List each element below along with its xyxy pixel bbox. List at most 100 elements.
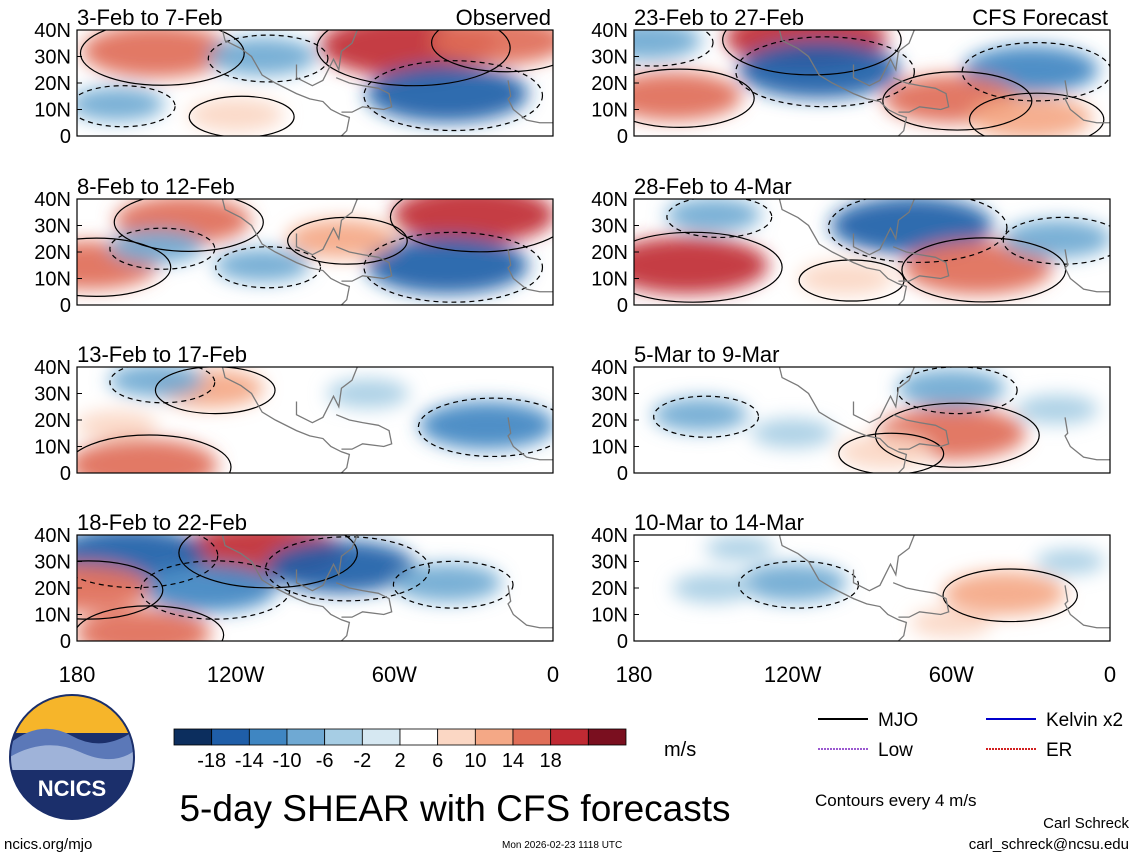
colorbar-tick-label: -6 <box>316 750 334 772</box>
site-url[interactable]: ncics.org/mjo <box>4 836 93 853</box>
shear-anomaly-feature <box>108 367 205 398</box>
mjo-contour <box>77 605 225 641</box>
mjo-contour <box>634 30 714 67</box>
coastline <box>892 582 950 618</box>
legend-item: Low <box>818 740 913 761</box>
shear-anomaly-feature <box>108 229 205 264</box>
mjo-contour <box>634 231 783 303</box>
coastline <box>778 30 908 136</box>
mjo-contour <box>722 30 902 76</box>
colorbar-swatch <box>587 728 627 746</box>
lat-tick-label: 10N <box>591 100 628 122</box>
mjo-contour <box>653 395 760 438</box>
lat-tick-label: 0 <box>60 631 71 653</box>
mjo-contour <box>417 397 553 458</box>
coastline <box>335 414 393 450</box>
panel-period-label: 8-Feb to 12-Feb <box>77 174 235 199</box>
coastline <box>892 246 950 282</box>
credit-block: Carl Schreck carl_schreck@ncsu.edu <box>969 813 1129 855</box>
lat-tick-label: 0 <box>60 295 71 317</box>
lat-tick-label: 0 <box>617 126 628 148</box>
colorbar: -18 -14 -10 -6 -2 2 6 10 14 18 <box>173 728 627 772</box>
lat-tick-label: 10N <box>34 269 71 291</box>
shear-anomaly-feature <box>672 573 755 603</box>
shear-anomaly-feature <box>738 563 848 603</box>
mjo-contour <box>188 95 295 136</box>
shear-anomaly-feature <box>77 410 158 440</box>
shear-anomaly-feature <box>1015 394 1099 425</box>
lat-tick-label: 20N <box>591 578 628 600</box>
legend-label: MJO <box>878 710 918 731</box>
shear-anomaly-feature <box>910 607 993 638</box>
lon-tick-label: 60W <box>929 662 974 687</box>
lat-tick-label: 30N <box>34 216 71 238</box>
coastline <box>778 199 908 305</box>
lat-tick-label: 10N <box>34 605 71 627</box>
shear-anomaly-feature <box>392 199 553 244</box>
coastline <box>335 77 393 113</box>
colorbar-swatch <box>173 728 213 746</box>
lat-tick-label: 10N <box>34 437 71 459</box>
colorbar-swatch <box>437 728 476 746</box>
colorbar-tick-label: 6 <box>432 750 443 772</box>
lon-tick-label: 0 <box>1104 662 1116 687</box>
legend-item: ER <box>986 740 1072 761</box>
coastline <box>221 535 351 641</box>
mjo-contour <box>431 30 553 73</box>
shear-anomaly-feature <box>705 535 775 561</box>
mjo-contour <box>109 227 216 270</box>
coastline <box>1064 80 1110 124</box>
colorbar-tick-label: 2 <box>394 750 405 772</box>
lat-tick-label: 40N <box>591 525 628 547</box>
shear-anomaly-feature <box>81 30 232 78</box>
mjo-contour <box>140 560 291 620</box>
lat-tick-label: 0 <box>60 463 71 485</box>
shear-anomaly-feature <box>665 199 762 232</box>
coastline <box>852 199 915 256</box>
coastline <box>507 417 553 461</box>
mjo-contour <box>79 30 245 86</box>
mjo-contour <box>735 36 915 108</box>
colorbar-swatch <box>399 728 439 746</box>
coastline <box>295 367 358 424</box>
colorbar-tick-label: -10 <box>273 750 302 772</box>
mjo-contour <box>968 92 1105 136</box>
legend-label: Low <box>878 740 913 761</box>
coastline <box>507 249 553 293</box>
figure-title: 5-day SHEAR with CFS forecasts <box>179 788 730 829</box>
lat-tick-label: 0 <box>617 631 628 653</box>
legend-label: ER <box>1046 740 1072 761</box>
coastline <box>221 367 351 473</box>
coastline <box>892 77 950 113</box>
logo-text: NCICS <box>38 776 106 801</box>
colorbar-swatch <box>512 728 552 746</box>
coastline <box>507 80 553 124</box>
lon-tick-label: 120W <box>764 662 822 687</box>
lat-tick-label: 30N <box>34 384 71 406</box>
lat-tick-label: 30N <box>34 552 71 574</box>
mjo-contour <box>215 246 322 289</box>
lat-tick-label: 10N <box>591 437 628 459</box>
coastline <box>852 30 915 87</box>
mjo-contour <box>363 60 544 132</box>
panel-fcst-2: 28-Feb to 4-Mar 40N 30N 20N 10N 0 <box>591 174 1111 317</box>
mjo-contour <box>634 68 755 129</box>
coastline <box>295 535 358 592</box>
shear-anomaly-feature <box>634 71 742 121</box>
shear-anomaly-feature <box>751 418 834 448</box>
shear-anomaly-feature <box>141 563 278 613</box>
shear-anomaly-feature <box>969 95 1092 136</box>
coastline <box>778 535 908 641</box>
shear-anomaly-feature <box>652 397 748 432</box>
coastline <box>507 585 553 629</box>
lat-tick-label: 10N <box>591 605 628 627</box>
units-label: m/s <box>664 739 696 761</box>
shear-anomaly-feature <box>207 37 317 76</box>
shear-anomaly-feature <box>1035 549 1105 574</box>
panel-period-label: 5-Mar to 9-Mar <box>634 342 779 367</box>
coastline <box>295 199 358 256</box>
mjo-contour <box>392 560 514 609</box>
lat-tick-label: 20N <box>34 410 71 432</box>
coastline <box>852 367 915 424</box>
shear-anomaly-feature <box>365 64 529 123</box>
